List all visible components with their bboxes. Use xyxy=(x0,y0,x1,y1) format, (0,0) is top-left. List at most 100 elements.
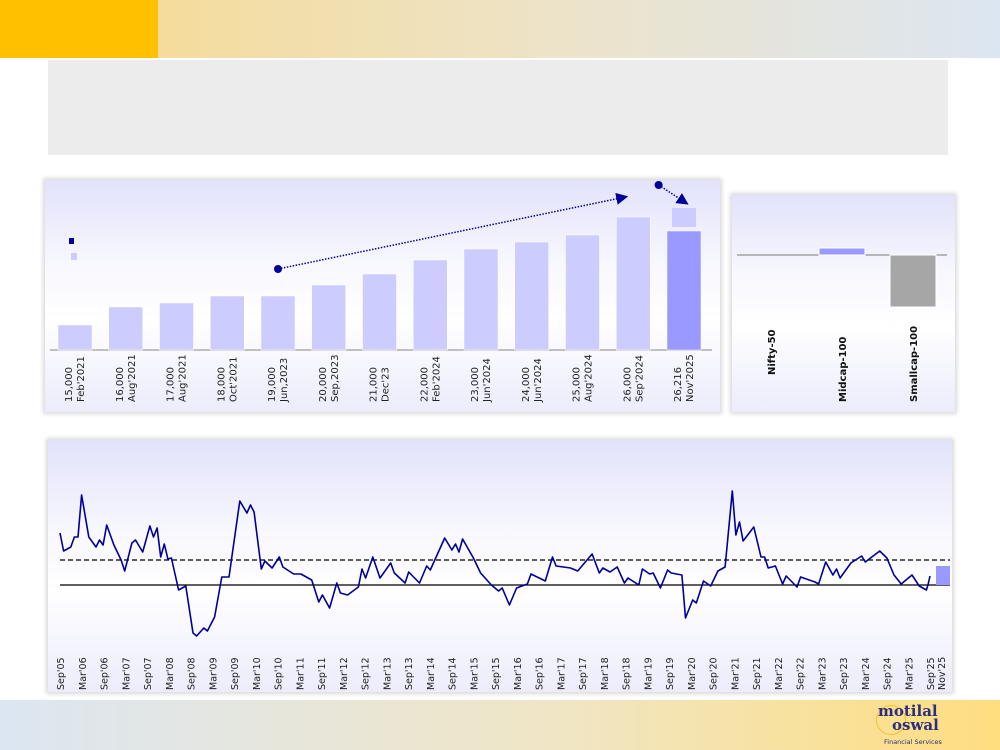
x-tick-label-28: Sep'19 xyxy=(665,657,676,690)
bar-10 xyxy=(565,234,600,351)
x-tick-label-8: Sep'09 xyxy=(230,657,241,690)
x-tick-label-14: Sep'12 xyxy=(361,657,372,690)
tick-label-value: 18,000 xyxy=(216,367,227,402)
x-tick-label-39: Mar'25 xyxy=(904,657,915,690)
x-tick-label-37: Mar'24 xyxy=(861,657,872,690)
tick-label-6: 21,000Dec'23 xyxy=(369,367,392,402)
tick-label-date: Dec'23 xyxy=(381,367,392,402)
x-tick-label-9: Mar'10 xyxy=(252,657,263,690)
bar-0 xyxy=(57,324,93,351)
x-tick-label-30: Sep'20 xyxy=(709,657,720,690)
annotation-arrow-1 xyxy=(658,184,689,205)
tick-label-value: 16,000 xyxy=(115,367,126,402)
legend-swatch-1 xyxy=(71,253,77,260)
tick-label-value: 19,000 xyxy=(267,367,278,402)
bar-midcap-100 xyxy=(818,247,866,256)
x-tick-label-7: Mar'09 xyxy=(208,657,219,690)
x-tick-label-24: Sep'17 xyxy=(578,657,589,690)
bar-smallcap-100 xyxy=(889,254,937,308)
logo-line3: Financial Services xyxy=(884,738,942,746)
x-tick-label-26: Sep'18 xyxy=(622,657,633,690)
x-tick-label-34: Sep'22 xyxy=(796,657,807,690)
tick-label-date: Jun'2024 xyxy=(533,358,544,403)
bar-6 xyxy=(362,273,397,351)
tick-label-0: 15,000Feb'2021 xyxy=(64,356,87,402)
x-tick-label-15: Mar'13 xyxy=(382,657,393,690)
x-tick-label-3: Mar'07 xyxy=(121,657,132,690)
x-tick-label-29: Mar'20 xyxy=(687,657,698,690)
bar-11 xyxy=(616,216,651,351)
bar-3 xyxy=(210,295,245,351)
x-tick-label-35: Mar'23 xyxy=(817,657,828,690)
tick-label-9: 24,000Jun'2024 xyxy=(521,358,544,403)
tick-label-value: 17,000 xyxy=(166,367,177,402)
x-tick-label-36: Sep'23 xyxy=(839,657,850,690)
x-tick-label-40: Sep'25 xyxy=(926,657,937,690)
tick-label-4: 19,000Jun,2023 xyxy=(267,358,290,403)
logo-line2: oswal xyxy=(892,716,939,734)
x-tick-label-10: Sep'10 xyxy=(274,657,285,690)
tick-label-value: 15,000 xyxy=(64,367,75,402)
tick-label-value: 24,000 xyxy=(521,367,532,402)
x-tick-label-32: Sep'21 xyxy=(752,657,763,690)
tick-label-date: Sep'2024 xyxy=(634,355,645,402)
x-tick-label-25: Mar'18 xyxy=(600,657,611,690)
motilal-oswal-logo: motilal oswal Financial Services xyxy=(872,704,962,748)
tick-label-value: 23,000 xyxy=(470,367,481,402)
tick-label-value: 26,000 xyxy=(622,367,633,402)
footer-banner xyxy=(0,700,1000,750)
tick-label-value: 20,000 xyxy=(318,367,329,402)
tick-label-5: 20,000Sep,2023 xyxy=(318,355,341,402)
header-banner xyxy=(0,0,1000,58)
x-tick-label-38: Sep'24 xyxy=(883,657,894,690)
category-label-0: Nifty-50 xyxy=(767,329,778,375)
tick-label-date: Jun'2024 xyxy=(482,358,493,403)
tick-label-value: 25,000 xyxy=(572,367,583,402)
bar-1 xyxy=(108,306,143,351)
title-text-box xyxy=(48,60,948,155)
tick-label-2: 17,000Aug'2021 xyxy=(166,354,189,402)
tick-label-date: Oct'2021 xyxy=(228,357,239,403)
bar-5 xyxy=(311,284,346,351)
bar-12 xyxy=(666,230,702,351)
projected-box xyxy=(672,208,696,227)
annotation-arrow-0 xyxy=(277,192,629,270)
x-tick-label-20: Sep'15 xyxy=(491,657,502,690)
tick-label-date: Nov'2025 xyxy=(685,354,696,402)
tick-label-date: Feb'2021 xyxy=(76,356,87,402)
x-tick-label-31: Mar'21 xyxy=(730,657,741,690)
x-tick-label-2: Sep'06 xyxy=(100,657,111,690)
valuation-history-chart-panel xyxy=(48,440,952,692)
x-tick-label-18: Sep'14 xyxy=(448,657,459,690)
x-tick-label-12: Sep'11 xyxy=(317,657,328,690)
bar-9 xyxy=(514,241,549,351)
tick-label-7: 22,000Feb'2024 xyxy=(419,356,442,402)
x-tick-label-6: Sep'08 xyxy=(187,657,198,690)
tick-label-11: 26,000Sep'2024 xyxy=(622,355,645,402)
tick-label-8: 23,000Jun'2024 xyxy=(470,358,493,403)
x-tick-label-4: Sep'07 xyxy=(143,657,154,690)
x-tick-label-21: Mar'16 xyxy=(513,657,524,690)
tick-label-date: Jun,2023 xyxy=(279,358,290,403)
category-label-2: Smallcap-100 xyxy=(909,326,920,402)
tick-label-date: Aug'2021 xyxy=(127,354,138,402)
x-tick-label-1: Mar'06 xyxy=(78,657,89,690)
tick-label-date: Aug'2024 xyxy=(584,354,595,402)
tick-label-date: Sep,2023 xyxy=(330,355,341,402)
category-label-1: Midcap-100 xyxy=(838,337,849,402)
tick-label-3: 18,000Oct'2021 xyxy=(216,357,239,403)
x-tick-label-22: Sep'16 xyxy=(535,657,546,690)
x-tick-label-33: Mar'22 xyxy=(774,657,785,690)
x-tick-label-17: Mar'14 xyxy=(426,657,437,690)
tick-label-date: Feb'2024 xyxy=(431,356,442,402)
header-accent-block xyxy=(0,0,158,58)
logo-ring xyxy=(876,705,906,735)
logo-line1: motilal xyxy=(878,702,938,720)
bar-2 xyxy=(159,302,194,351)
x-tick-label-16: Sep'13 xyxy=(404,657,415,690)
tick-label-value: 21,000 xyxy=(369,367,380,402)
tick-label-value: 22,000 xyxy=(419,367,430,402)
tick-label-value: 26,216 xyxy=(673,367,684,402)
x-tick-label-5: Mar'08 xyxy=(165,657,176,690)
